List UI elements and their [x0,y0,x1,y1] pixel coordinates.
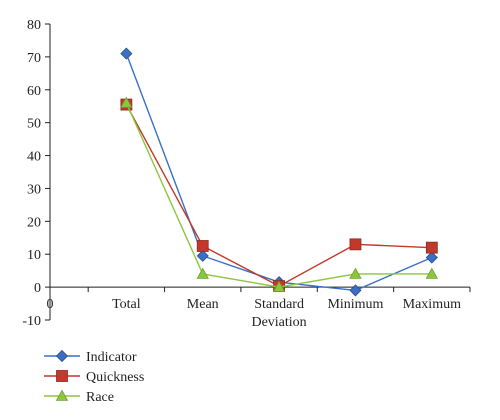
series-race [120,96,438,292]
data-point [272,280,286,292]
data-point [349,284,362,297]
legend: Indicator Quickness Race [44,349,144,405]
data-point [425,267,438,279]
data-point [425,241,438,254]
series-indicator [120,47,438,297]
legend-item: Indicator [44,349,137,365]
series-line [125,102,432,288]
x-origin-label: 0 [47,297,54,312]
x-tick-label: Mean [187,297,219,312]
legend-marker [56,370,68,382]
legend-label: Race [86,390,114,405]
series-layer [120,47,438,297]
data-point [349,267,362,279]
data-point [425,251,438,264]
data-point [196,267,209,279]
y-tick-label: 0 [34,281,41,296]
legend-item: Quickness [44,370,144,385]
x-tick-label: Total [112,297,141,312]
x-tick-label: Minimum [327,297,383,312]
data-point [120,47,133,60]
y-tick-label: 80 [27,18,41,33]
y-tick-label: 60 [27,84,41,99]
legend-item: Race [44,389,114,405]
series-line [125,53,433,292]
x-tick-label: Maximum [403,297,461,312]
y-tick-label: 30 [27,182,41,197]
data-point [349,238,362,251]
axes: -10 0 10 20 30 40 50 60 70 80 0 Total Mean Standard De… [22,18,471,330]
legend-label: Quickness [86,370,144,385]
y-tick-label: -10 [22,314,41,329]
legend-marker [55,389,69,401]
x-tick-label: Standard Deviation [251,297,306,330]
y-tick-label: 70 [27,51,41,66]
legend-marker [55,349,69,363]
y-tick-label: 20 [27,215,41,230]
data-point [120,96,133,108]
series-line [125,104,432,287]
data-point [196,240,209,252]
y-tick-label: 50 [27,117,41,132]
y-tick-label: 40 [27,150,41,165]
legend-label: Indicator [86,350,137,365]
y-tick-label: 10 [27,248,41,263]
data-point [196,249,209,262]
